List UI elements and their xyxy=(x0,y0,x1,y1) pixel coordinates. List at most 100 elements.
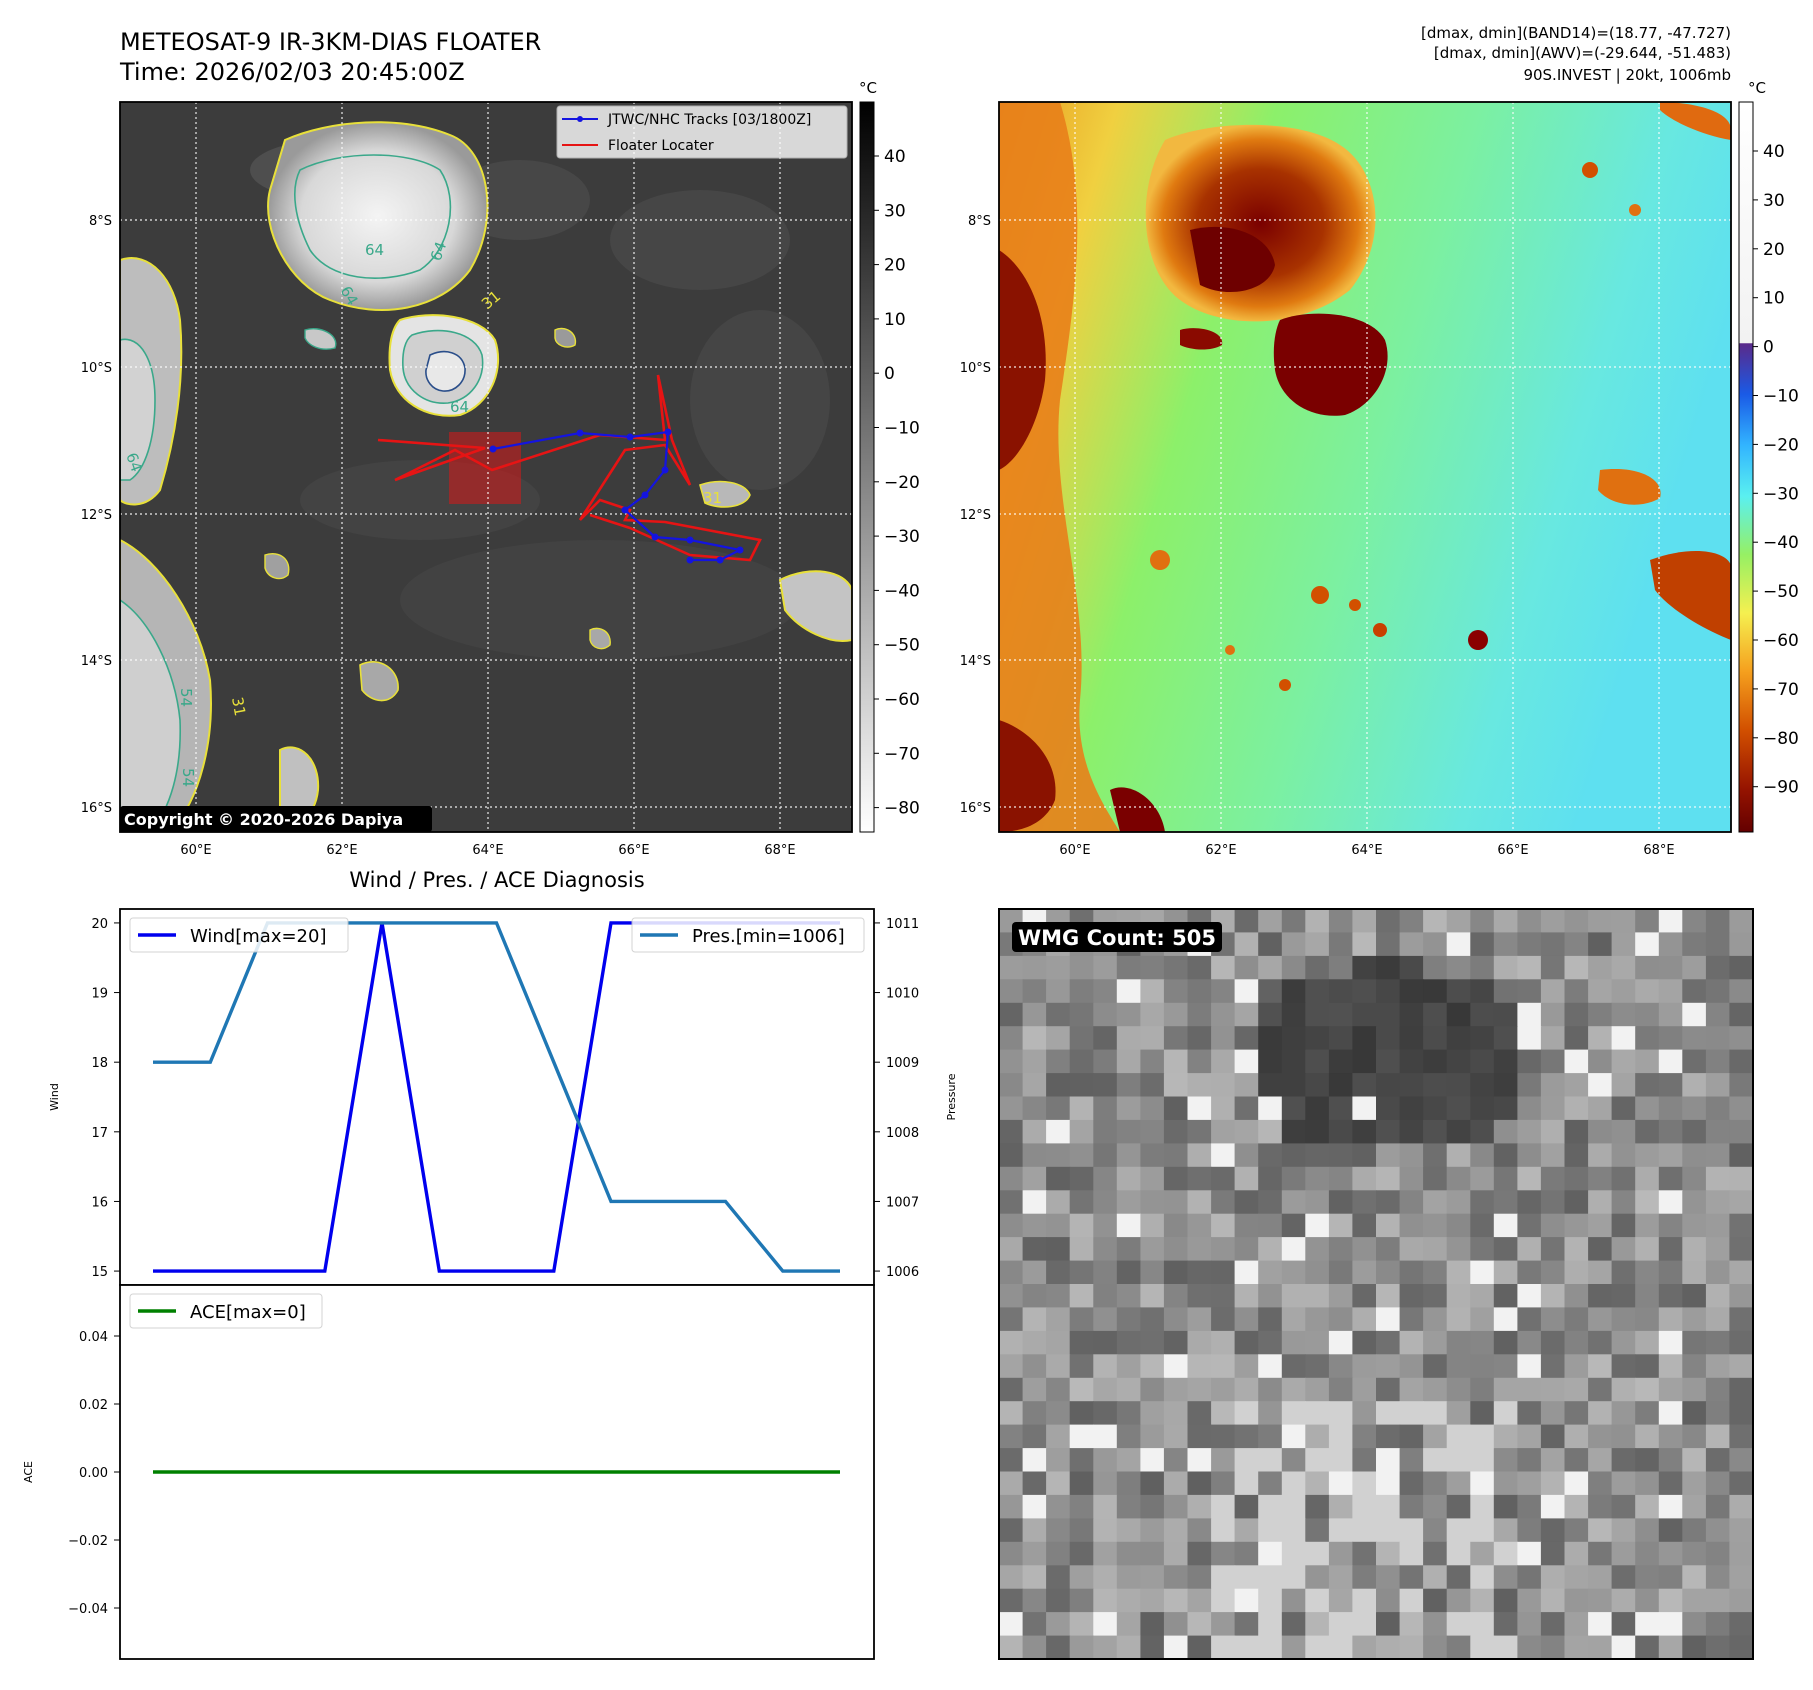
wmg-cell xyxy=(1069,1494,1094,1519)
wmg-cell xyxy=(1187,1354,1212,1379)
wmg-cell xyxy=(1376,1635,1401,1659)
wmg-cell xyxy=(1281,955,1306,980)
wmg-cell xyxy=(1069,1518,1094,1543)
wmg-cell xyxy=(1281,1190,1306,1215)
wmg-cell xyxy=(1163,1307,1189,1332)
wmg-cell xyxy=(1234,1424,1259,1449)
colorbar-tick-label: 30 xyxy=(884,201,906,221)
ir-colorbar xyxy=(859,101,875,833)
wmg-cell xyxy=(1588,979,1613,1004)
wmg-cell xyxy=(1305,1401,1330,1426)
wmg-cell xyxy=(1540,1330,1566,1355)
wmg-cell xyxy=(1211,1354,1236,1379)
wmg-cell xyxy=(1163,1237,1189,1262)
wmg-cell xyxy=(1705,1588,1731,1613)
colorbar-tick-label: −20 xyxy=(1763,435,1799,455)
wmg-cell xyxy=(1658,1307,1683,1332)
wmg-cell xyxy=(1258,1471,1283,1496)
wmg-cell xyxy=(1187,955,1212,980)
wmg-cell xyxy=(1187,1565,1212,1590)
wmg-cell xyxy=(1352,1026,1377,1051)
wmg-cell xyxy=(1140,1518,1165,1543)
wmg-cell xyxy=(1705,1541,1731,1566)
wmg-cell xyxy=(1211,1096,1236,1121)
wmg-cell xyxy=(1352,1166,1377,1191)
wmg-cell xyxy=(1305,1073,1330,1098)
wmg-cell xyxy=(1423,1541,1448,1566)
wmg-cell xyxy=(1328,1588,1354,1613)
wmg-cell xyxy=(1305,1565,1330,1590)
wmg-cell xyxy=(1022,1494,1047,1519)
wmg-cell xyxy=(1328,1471,1354,1496)
wmg-cell xyxy=(1658,1143,1683,1168)
wmg-cell xyxy=(1116,1119,1141,1144)
wmg-cell xyxy=(1352,1424,1377,1449)
wmg-cell xyxy=(1234,1541,1259,1566)
wmg-cell xyxy=(1611,1541,1636,1566)
wmg-cell xyxy=(1493,1330,1518,1355)
wmg-cell xyxy=(1116,1049,1141,1074)
wmg-cell xyxy=(1564,1002,1589,1027)
wmg-cell xyxy=(1046,1096,1071,1121)
wmg-cell xyxy=(1517,1119,1542,1144)
wmg-cell xyxy=(1140,1049,1165,1074)
wmg-cell xyxy=(999,1096,1024,1121)
wmg-cell xyxy=(1305,1166,1330,1191)
wmg-cell xyxy=(1258,1612,1283,1637)
lon-tick-label: 68°E xyxy=(764,843,795,858)
wmg-cell xyxy=(1705,1518,1731,1543)
wmg-cell xyxy=(1682,1096,1707,1121)
ace-y-tick-label: 0.02 xyxy=(79,1398,108,1413)
wmg-cell xyxy=(1116,1401,1141,1426)
wmg-cell xyxy=(1046,955,1071,980)
wmg-cell xyxy=(1635,1096,1660,1121)
wmg-cell xyxy=(1258,1330,1283,1355)
wmg-cell xyxy=(1564,1190,1589,1215)
wmg-cell xyxy=(1423,1448,1448,1473)
wmg-cell xyxy=(1682,1330,1707,1355)
wind-legend-label: Wind[max=20] xyxy=(190,926,327,947)
wmg-cell xyxy=(1328,979,1354,1004)
wmg-cell xyxy=(1635,1166,1660,1191)
wmg-cell xyxy=(1658,1330,1683,1355)
wmg-cell xyxy=(1352,1612,1377,1637)
contour-label: 64 xyxy=(365,241,384,259)
wmg-cell xyxy=(1540,1635,1566,1659)
wmg-cell xyxy=(1352,1377,1377,1402)
wmg-cell xyxy=(1140,1096,1165,1121)
ace-y-tick-label: −0.04 xyxy=(68,1602,108,1617)
wmg-cell xyxy=(1328,1635,1354,1659)
wmg-cell xyxy=(1234,1002,1259,1027)
wmg-cell xyxy=(1588,1401,1613,1426)
wmg-cell xyxy=(1470,1260,1495,1285)
wmg-cell xyxy=(1328,1096,1354,1121)
wmg-cell xyxy=(1022,1565,1047,1590)
wmg-cell xyxy=(1399,1284,1424,1308)
wmg-cell xyxy=(1022,1635,1047,1659)
wmg-cell xyxy=(1682,1471,1707,1496)
wmg-cell xyxy=(1211,1424,1236,1449)
wmg-cell xyxy=(1046,979,1071,1004)
wmg-cell xyxy=(1564,1518,1589,1543)
wmg-cell xyxy=(1328,1002,1354,1027)
wmg-cell xyxy=(1046,1588,1071,1613)
track-point xyxy=(664,428,672,436)
lon-tick-label: 66°E xyxy=(1497,843,1528,858)
wmg-cell xyxy=(1234,1565,1259,1590)
wmg-cell xyxy=(1140,1260,1165,1285)
wmg-cell xyxy=(1022,1143,1047,1168)
wmg-cell xyxy=(1658,1260,1683,1285)
pressure-y-tick-label: 1011 xyxy=(886,917,919,932)
wmg-cell xyxy=(1423,1166,1448,1191)
wmg-cell xyxy=(1281,1237,1306,1262)
wmg-cell xyxy=(1705,1284,1731,1308)
track-point xyxy=(686,536,694,544)
wmg-cell xyxy=(1258,1119,1283,1144)
wmg-cell xyxy=(1140,1237,1165,1262)
wmg-cell xyxy=(1305,1096,1330,1121)
wmg-cell xyxy=(1729,1307,1753,1332)
wmg-cell xyxy=(1682,1002,1707,1027)
wmg-cell xyxy=(1470,1541,1495,1566)
wmg-cell xyxy=(1022,1284,1047,1308)
wmg-cell xyxy=(1658,1377,1683,1402)
